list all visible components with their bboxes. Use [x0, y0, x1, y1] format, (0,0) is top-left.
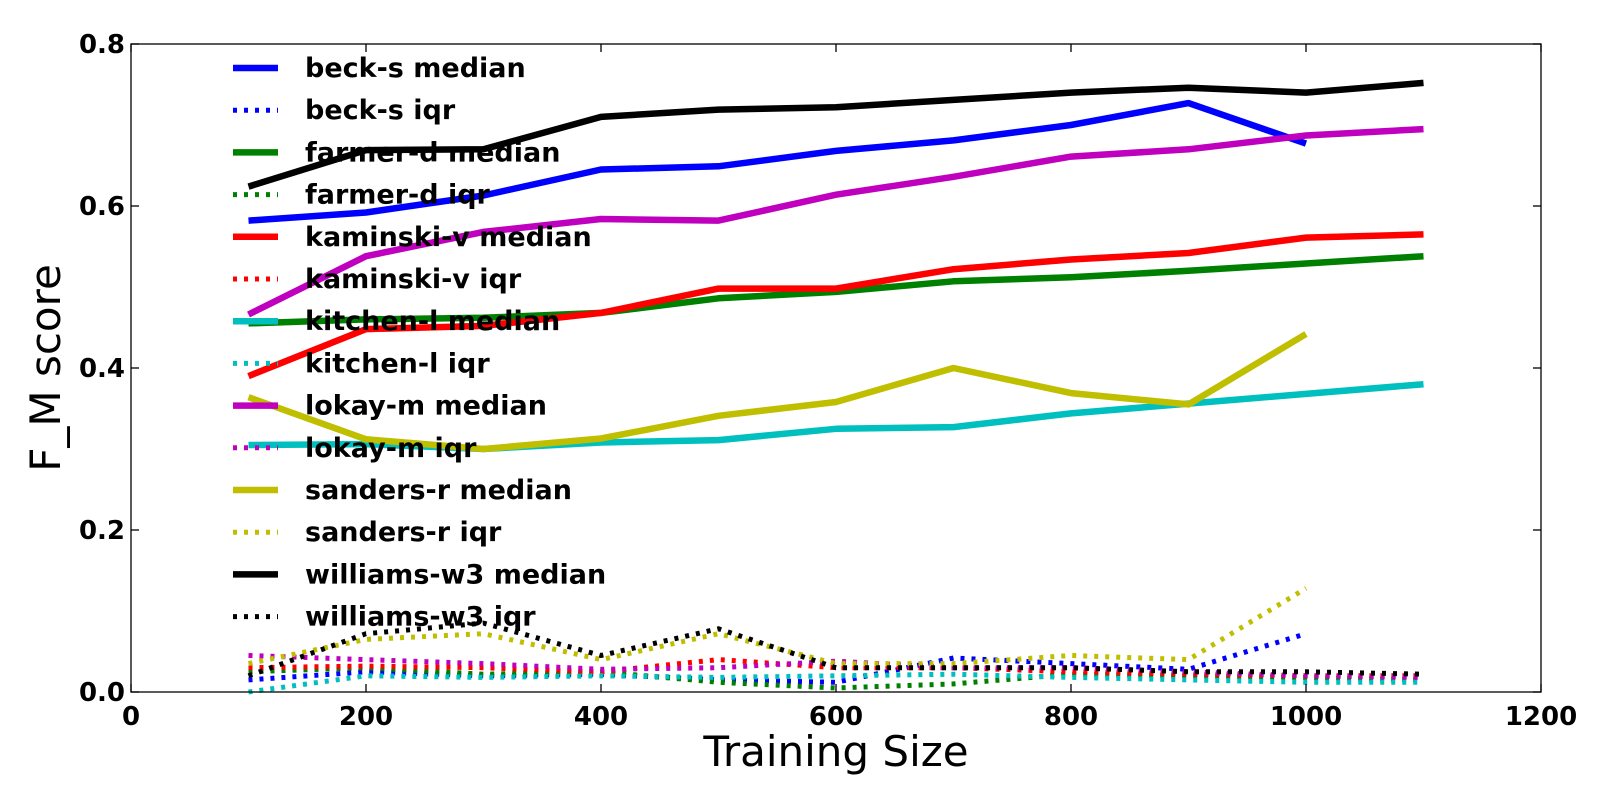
y-axis-label: F_M score	[21, 264, 70, 472]
legend-label: sanders-r median	[305, 475, 572, 506]
series-line-beck-s-median	[248, 99, 1308, 224]
legend-label: kaminski-v median	[305, 222, 592, 253]
y-tick-label: 0.6	[79, 192, 125, 222]
series-line-beck-s-iqr	[248, 631, 1307, 685]
x-tick-label: 1200	[1505, 702, 1577, 732]
legend-label: kaminski-v iqr	[305, 264, 522, 295]
legend-label: williams-w3 iqr	[305, 602, 536, 633]
y-tick-label: 0.2	[79, 516, 125, 546]
legend-label: sanders-r iqr	[305, 517, 502, 548]
x-tick-label: 1000	[1270, 702, 1342, 732]
series-line-farmer-d-median	[248, 252, 1424, 327]
series-line-lokay-m-median	[247, 125, 1424, 318]
ticks-layer: 0 200 400 600 800 1000 1200 0.0 0.2 0.4 0.6 0.8	[79, 30, 1577, 732]
series-line-sanders-r-iqr	[247, 586, 1308, 667]
x-tick-label: 400	[574, 702, 628, 732]
legend-label: lokay-m iqr	[305, 433, 477, 464]
series-line-williams-w3-median	[247, 79, 1424, 190]
x-axis-label: Training Size	[702, 727, 968, 776]
legend-label: farmer-d iqr	[305, 180, 491, 211]
legend-label: kitchen-l iqr	[305, 348, 490, 379]
y-tick-label: 0.4	[79, 354, 125, 384]
legend-label: beck-s median	[305, 53, 526, 84]
y-tick-label: 0.0	[79, 678, 125, 708]
legend: beck-s median beck-s iqr farmer-d median fa…	[233, 53, 606, 633]
series-line-sanders-r-median	[247, 331, 1308, 453]
legend-label: farmer-d median	[305, 137, 560, 168]
legend-label: lokay-m median	[305, 391, 547, 422]
legend-label: beck-s iqr	[305, 95, 456, 126]
series-line-kitchen-l-iqr	[248, 671, 1424, 695]
series-line-lokay-m-iqr	[248, 653, 1424, 680]
x-tick-label: 600	[809, 702, 863, 732]
x-tick-label: 200	[339, 702, 393, 732]
series-line-williams-w3-iqr	[247, 620, 1424, 679]
legend-label: kitchen-l median	[305, 306, 560, 337]
legend-label: williams-w3 median	[305, 559, 606, 590]
x-tick-label: 800	[1044, 702, 1098, 732]
y-tick-label: 0.8	[79, 30, 125, 60]
series-line-kaminski-v-median	[247, 231, 1424, 380]
x-tick-label: 0	[122, 702, 140, 732]
series-layer	[247, 79, 1424, 695]
